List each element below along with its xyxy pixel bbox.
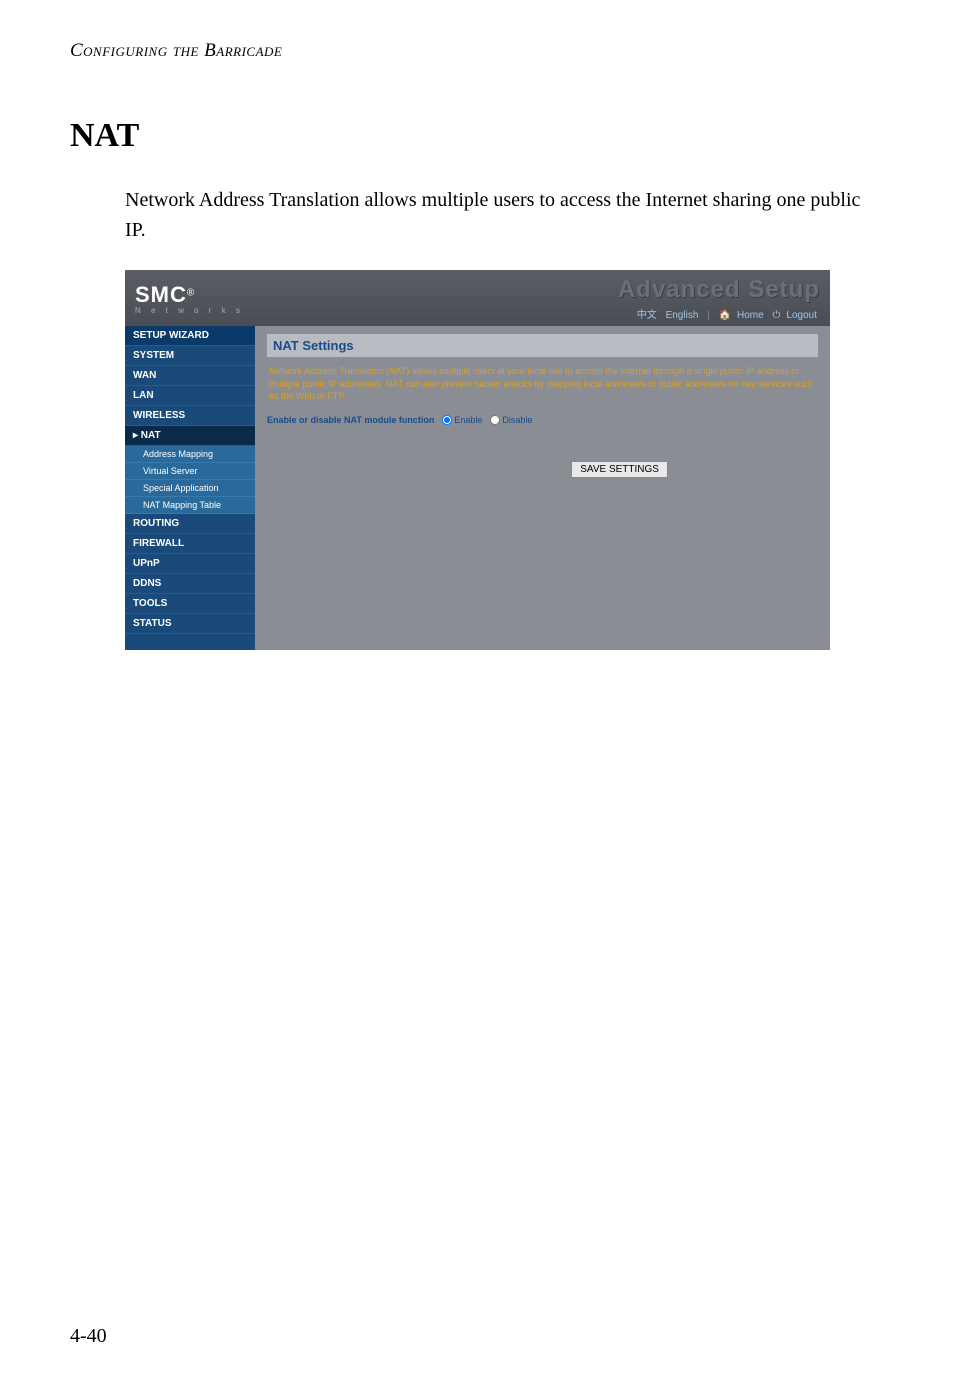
sidebar: SETUP WIZARDSYSTEMWANLANWIRELESS▸ NATAdd… (125, 326, 255, 650)
sidebar-item-wan[interactable]: WAN (125, 366, 255, 386)
sidebar-item-virtual-server[interactable]: Virtual Server (125, 463, 255, 480)
sidebar-item-wireless[interactable]: WIRELESS (125, 406, 255, 426)
page-header: Configuring the Barricade (70, 40, 884, 62)
sidebar-item-ddns[interactable]: DDNS (125, 574, 255, 594)
disable-radio[interactable] (490, 415, 500, 425)
sidebar-item-tools[interactable]: TOOLS (125, 594, 255, 614)
save-settings-button[interactable]: SAVE SETTINGS (571, 461, 668, 478)
sidebar-item-status[interactable]: STATUS (125, 614, 255, 634)
body-text: Network Address Translation allows multi… (125, 185, 884, 245)
content-wrap: SETUP WIZARDSYSTEMWANLANWIRELESS▸ NATAdd… (125, 326, 830, 650)
sidebar-item-nat[interactable]: ▸ NAT (125, 426, 255, 446)
home-link[interactable]: Home (737, 310, 764, 321)
panel-title: NAT Settings (267, 334, 818, 357)
radio-label: Enable or disable NAT module function (267, 415, 434, 425)
main-panel: NAT Settings Network Address Translation… (255, 326, 830, 650)
logo-sup: ® (187, 287, 194, 298)
section-title: NAT (70, 117, 884, 155)
home-icon: 🏠 (719, 310, 731, 321)
sidebar-item-special-application[interactable]: Special Application (125, 480, 255, 497)
banner-right: Advanced Setup 中文 English | 🏠Home ⏻Logou… (618, 276, 820, 321)
panel-description: Network Address Translation (NAT) allows… (267, 365, 818, 403)
disable-label: Disable (502, 415, 532, 425)
nat-toggle-row: Enable or disable NAT module function En… (267, 415, 818, 425)
enable-option[interactable]: Enable (442, 415, 482, 425)
sidebar-item-setup-wizard[interactable]: SETUP WIZARD (125, 326, 255, 346)
lang-cn[interactable]: 中文 (637, 310, 657, 321)
router-admin-screenshot: SMC® N e t w o r k s Advanced Setup 中文 E… (125, 270, 830, 650)
logo-main: SMC (135, 282, 187, 307)
enable-radio[interactable] (442, 415, 452, 425)
lang-bar: 中文 English | 🏠Home ⏻Logout (618, 306, 820, 321)
top-banner: SMC® N e t w o r k s Advanced Setup 中文 E… (125, 270, 830, 326)
logo-sub: N e t w o r k s (135, 306, 244, 315)
lang-en[interactable]: English (666, 310, 699, 321)
enable-label: Enable (454, 415, 482, 425)
sidebar-item-address-mapping[interactable]: Address Mapping (125, 446, 255, 463)
page-number: 4-40 (70, 1325, 107, 1348)
sidebar-item-routing[interactable]: ROUTING (125, 514, 255, 534)
logo-area: SMC® N e t w o r k s (135, 282, 244, 315)
sidebar-item-upnp[interactable]: UPnP (125, 554, 255, 574)
disable-option[interactable]: Disable (490, 415, 532, 425)
sidebar-item-nat-mapping-table[interactable]: NAT Mapping Table (125, 497, 255, 514)
sidebar-item-lan[interactable]: LAN (125, 386, 255, 406)
logout-icon: ⏻ (772, 310, 780, 321)
sidebar-item-firewall[interactable]: FIREWALL (125, 534, 255, 554)
logout-link[interactable]: Logout (786, 310, 817, 321)
banner-title: Advanced Setup (618, 276, 820, 304)
sidebar-item-system[interactable]: SYSTEM (125, 346, 255, 366)
